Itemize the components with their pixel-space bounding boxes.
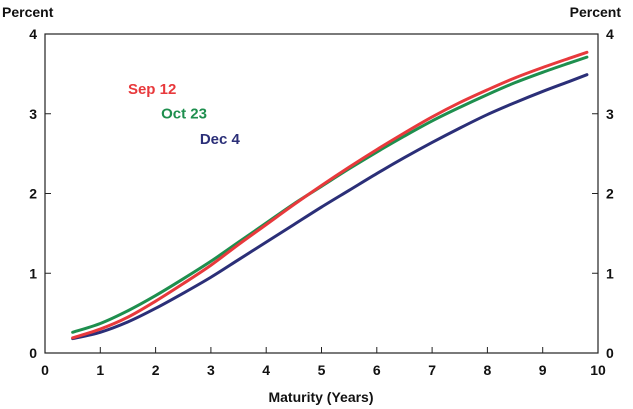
x-tick-label-5: 5 (318, 362, 326, 378)
y-tick-label-right-2: 2 (606, 186, 614, 202)
x-tick-label-7: 7 (428, 362, 436, 378)
y-tick-label-left-4: 4 (29, 26, 37, 42)
y-tick-label-left-0: 0 (29, 345, 37, 361)
y-tick-label-left-3: 3 (29, 106, 37, 122)
y-tick-label-left-1: 1 (29, 265, 37, 281)
x-tick-label-8: 8 (484, 362, 492, 378)
y-tick-label-right-1: 1 (606, 265, 614, 281)
series-line-2 (71, 73, 589, 341)
x-tick-label-6: 6 (373, 362, 381, 378)
x-tick-label-4: 4 (262, 362, 270, 378)
y-tick-label-right-0: 0 (606, 345, 614, 361)
right-axis-unit: Percent (570, 4, 622, 20)
x-axis-title: Maturity (Years) (268, 389, 373, 405)
series-lines (71, 50, 589, 341)
x-tick-label-9: 9 (539, 362, 547, 378)
x-tick-label-2: 2 (152, 362, 160, 378)
series-labels: Sep 12 Oct 23 Dec 4 (128, 81, 241, 148)
tick-labels: 0 1 2 3 4 5 6 7 8 9 100 01 12 23 34 4 (29, 26, 614, 378)
series-label-2: Dec 4 (200, 131, 241, 148)
y-tick-label-right-3: 3 (606, 106, 614, 122)
series-line-0 (71, 50, 589, 340)
x-tick-label-3: 3 (207, 362, 215, 378)
series-line-1 (71, 55, 589, 334)
x-tick-label-0: 0 (41, 362, 49, 378)
y-tick-label-right-4: 4 (606, 26, 614, 42)
tick-marks (44, 33, 599, 354)
left-axis-unit: Percent (2, 4, 54, 20)
series-label-0: Sep 12 (128, 81, 176, 98)
series-label-1: Oct 23 (161, 106, 207, 123)
y-tick-label-left-2: 2 (29, 186, 37, 202)
x-tick-label-1: 1 (96, 362, 104, 378)
x-tick-label-10: 10 (590, 362, 606, 378)
